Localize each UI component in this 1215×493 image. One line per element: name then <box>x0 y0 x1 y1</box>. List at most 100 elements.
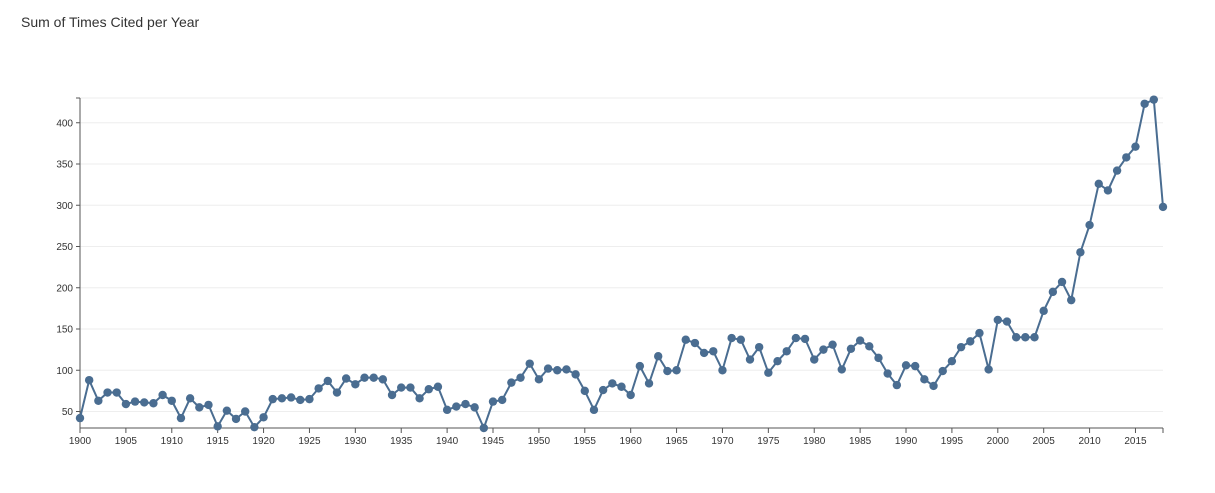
axes: 50 100 150 200 250 300 350 400 1900 1905 1910 1915 1… <box>56 97 1164 447</box>
x-tick-label: 1950 <box>528 436 551 447</box>
data-point <box>773 356 782 366</box>
x-tick-label: 1945 <box>482 436 505 447</box>
x-tick-label: 2005 <box>1033 436 1056 447</box>
data-point <box>461 399 470 409</box>
data-point <box>369 373 378 382</box>
data-point <box>782 347 791 356</box>
data-point <box>846 344 856 353</box>
data-point <box>397 383 406 392</box>
data-point <box>764 368 773 377</box>
data-point <box>406 383 415 392</box>
gridlines <box>80 97 1163 412</box>
data-point <box>745 355 755 364</box>
data-point <box>1103 186 1113 195</box>
data-point <box>663 366 672 376</box>
data-point <box>690 338 700 348</box>
data-point <box>553 366 562 375</box>
x-tick-label: 1915 <box>207 436 230 447</box>
data-point <box>993 315 1002 325</box>
data-point <box>810 355 819 364</box>
data-point <box>415 394 424 403</box>
data-point <box>286 393 296 402</box>
data-point <box>681 335 690 344</box>
data-point <box>360 373 369 382</box>
series-times-cited <box>75 95 1168 433</box>
data-point <box>1011 333 1021 342</box>
data-point <box>259 413 268 422</box>
x-tick-label: 2010 <box>1078 436 1101 447</box>
data-point <box>947 356 957 366</box>
data-point <box>956 342 966 352</box>
series-line <box>79 98 1164 429</box>
data-point <box>241 407 250 416</box>
data-point <box>1094 179 1103 188</box>
data-point <box>1131 142 1140 151</box>
data-point <box>479 423 489 433</box>
data-point <box>204 400 213 410</box>
y-tick-label: 250 <box>56 242 73 253</box>
data-point <box>966 337 975 346</box>
data-point <box>598 385 608 395</box>
data-point <box>874 353 883 363</box>
data-point <box>305 394 314 404</box>
data-point <box>442 405 452 415</box>
data-point <box>709 347 718 356</box>
data-point <box>1140 99 1149 108</box>
data-point <box>452 402 461 411</box>
y-tick-label: 400 <box>56 118 73 129</box>
x-tick-label: 1975 <box>757 436 780 447</box>
data-point <box>222 406 232 415</box>
data-point <box>672 366 681 375</box>
data-point <box>488 397 498 406</box>
data-point <box>268 394 277 404</box>
data-point <box>185 394 195 403</box>
data-point <box>901 361 911 370</box>
data-point <box>167 396 176 405</box>
data-point <box>892 380 902 390</box>
x-tick-label: 1940 <box>436 436 459 447</box>
data-point <box>608 379 617 388</box>
data-point <box>351 380 360 389</box>
data-point <box>103 388 112 397</box>
x-tick-label: 2000 <box>987 436 1010 447</box>
data-point <box>470 403 479 412</box>
data-point <box>534 375 544 384</box>
x-tick-label: 1925 <box>298 436 321 447</box>
data-point <box>699 348 709 358</box>
chart-title: Sum of Times Cited per Year <box>21 14 200 30</box>
data-point <box>580 386 589 396</box>
data-point <box>1149 95 1159 104</box>
data-point <box>525 359 534 368</box>
data-point <box>1021 333 1030 342</box>
data-point <box>975 328 984 338</box>
data-point <box>626 390 635 400</box>
data-point <box>855 336 865 345</box>
data-point <box>277 394 287 403</box>
data-point <box>1076 248 1085 257</box>
data-point <box>94 396 103 405</box>
data-point <box>910 361 920 371</box>
data-point <box>1122 153 1131 162</box>
x-tick-label: 1910 <box>161 436 184 447</box>
data-point <box>1048 287 1058 297</box>
data-point <box>130 397 140 406</box>
x-tick-label: 1920 <box>252 436 275 447</box>
data-point <box>378 375 388 384</box>
data-point <box>635 361 645 371</box>
x-tick-label: 1935 <box>390 436 413 447</box>
data-point <box>791 333 801 343</box>
data-point <box>727 333 736 343</box>
data-point <box>754 342 764 352</box>
data-point <box>819 345 828 354</box>
data-point <box>828 340 837 349</box>
data-point <box>497 395 507 405</box>
x-tick-label: 1970 <box>711 436 734 447</box>
data-point <box>865 342 874 351</box>
data-point <box>929 381 938 391</box>
y-tick-label: 350 <box>56 160 73 171</box>
y-tick-label: 200 <box>56 283 73 294</box>
data-point <box>75 413 85 423</box>
data-point <box>121 399 131 409</box>
y-tick-label: 50 <box>62 407 74 418</box>
